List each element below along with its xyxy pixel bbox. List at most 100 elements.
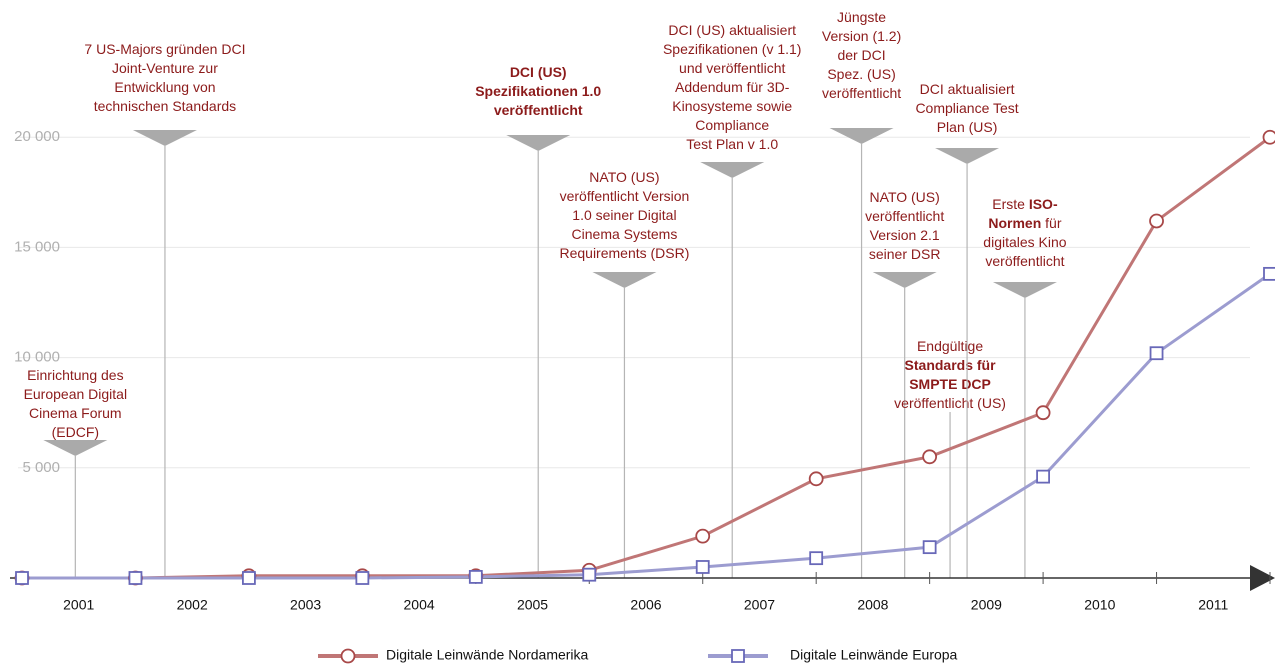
annotation-text: Spezifikationen (v 1.1) [663,41,802,57]
annotation-text: digitales Kino [983,234,1066,250]
annotation-text: Erste ISO- [992,196,1058,212]
y-tick-label: 5 000 [22,459,60,476]
annotation-text: SMPTE DCP [909,376,991,392]
point [1149,346,1164,361]
legend-label: Digitale Leinwände Nordamerika [386,647,589,663]
x-tick-label: 2004 [404,597,435,613]
x-tick-label: 2010 [1084,597,1115,613]
annotation-text: Version 2.1 [870,227,940,243]
point [731,649,745,663]
annotation-text: Compliance Test [915,100,1018,116]
annotation-span: veröffentlicht [494,102,583,118]
annotation-marker [872,272,937,288]
annotation-span: Einrichtung des [27,367,124,383]
annotation-marker [992,282,1057,298]
legend: Digitale Leinwände Nordamerika Digitale L… [318,647,958,664]
annotation-marker [43,440,108,456]
point [355,571,370,585]
point [808,471,824,487]
annotation-span: für [1041,215,1062,231]
annotation-text: Version (1.2) [822,28,901,44]
annotation-marker [592,272,657,288]
annotation-text: Requirements (DSR) [559,245,689,261]
series-line [22,272,1271,580]
x-tick-label: 2001 [63,597,94,613]
point [922,540,937,555]
annotation-span: veröffentlicht [985,253,1064,269]
x-tick-label: 2009 [971,597,1002,613]
annotation-text: Spezifikationen 1.0 [475,83,601,99]
annotation-text: (EDCF) [52,424,99,440]
annotations: Einrichtung des European Digital Cinema Fo… [24,9,1067,578]
annotation-text: DCI aktualisiert [920,81,1015,97]
annotation-marker [700,162,765,178]
annotation-span: Spezifikationen 1.0 [475,83,601,99]
annotation-marker [935,148,1000,164]
annotation-text: veröffentlicht [494,102,583,118]
annotation-text: und veröffentlicht [679,60,785,76]
annotation-text: seiner DSR [869,246,941,262]
point [1149,213,1164,229]
annotation-text: 1.0 seiner Digital [572,207,676,223]
x-tick-label: 2011 [1198,597,1228,613]
annotation-text: DCI (US) [510,64,567,80]
annotation-span: (EDCF) [52,424,99,440]
y-tick-label: 10 000 [14,349,60,366]
annotation-text: Cinema Systems [572,226,678,242]
annotation-text: NATO (US) [870,189,940,205]
point [1262,129,1275,145]
annotation-text: veröffentlicht (US) [894,395,1006,411]
annotation-span: NATO (US) [870,189,940,205]
annotation-span: Test Plan v 1.0 [686,136,778,152]
annotation-text: Cinema Forum [29,405,122,421]
annotation-span: Version 2.1 [870,227,940,243]
annotation-text: veröffentlicht [985,253,1064,269]
annotation-span: SMPTE DCP [909,376,991,392]
annotation-text: Spez. (US) [827,66,895,82]
annotation-text: Joint-Venture zur [112,60,218,76]
annotation-span: Endgültige [917,338,983,354]
annotation-span: DCI (US) aktualisiert [668,22,796,38]
point [242,571,256,585]
annotation-text: der DCI [837,47,885,63]
annotation-text: Plan (US) [937,119,998,135]
annotation-text: Jüngste [837,9,886,25]
annotation-marker [132,130,197,146]
annotation-span: Compliance [695,117,769,133]
annotation-span: Cinema Systems [572,226,678,242]
annotation-text: Standards für [905,357,997,373]
point [468,569,483,584]
annotation-text: NATO (US) [589,169,659,185]
annotation-span: Plan (US) [937,119,998,135]
point [1036,469,1050,484]
annotation-text: Einrichtung des [27,367,124,383]
point [695,528,711,544]
annotation-span: Normen [988,215,1041,231]
annotation-text: 7 US-Majors gründen DCI [84,41,245,57]
annotation-span: European Digital [24,386,128,402]
annotation-text: veröffentlicht Version [560,188,690,204]
x-tick-label: 2007 [744,597,775,613]
annotation-span: Entwicklung von [114,79,215,95]
x-tick-label: 2006 [630,597,661,613]
annotation-span: und veröffentlicht [679,60,785,76]
annotation-span: NATO (US) [589,169,659,185]
annotation-span: der DCI [837,47,885,63]
annotation-marker [829,128,894,144]
annotation-span: ISO- [1029,196,1058,212]
annotation-span: DCI aktualisiert [920,81,1015,97]
point [809,551,824,566]
annotation-text: veröffentlicht [865,208,944,224]
annotation-span: 1.0 seiner Digital [572,207,676,223]
annotation-span: Addendum für 3D- [675,79,790,95]
annotation-text: Normen für [988,215,1061,231]
y-tick-label: 20 000 [14,128,60,145]
y-tick-label: 15 000 [14,238,60,255]
annotation-text: DCI (US) aktualisiert [668,22,796,38]
annotation-span: Kinosysteme sowie [672,98,792,114]
annotation-span: technischen Standards [94,98,236,114]
annotation-text: Test Plan v 1.0 [686,136,778,152]
x-tick-label: 2005 [517,597,548,613]
annotation-span: Standards für [905,357,997,373]
